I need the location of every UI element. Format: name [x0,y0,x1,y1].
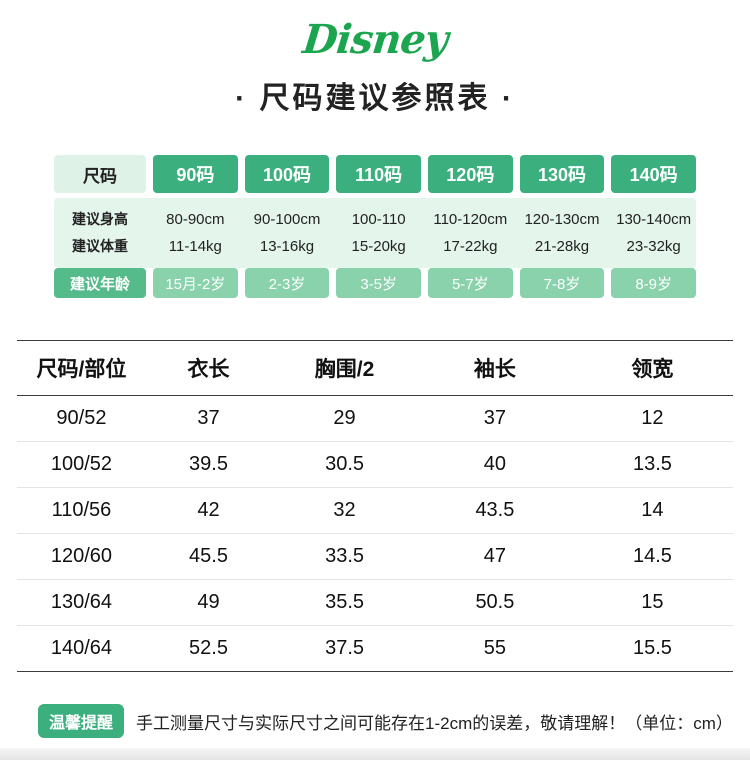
height-weight-labels: 建议身高 建议体重 [54,198,146,268]
column-header: 领宽 [631,358,674,381]
age-value: 8-9岁 [611,268,696,298]
measure-cell: 55 [483,637,507,659]
measure-cell: 39.5 [189,453,228,475]
table-row: 110/56 42 32 43.5 14 [17,488,733,534]
height-value: 110-120cm [433,211,508,228]
measure-table-body: 90/52 37 29 37 12 100/52 39.5 30.5 40 13.5 110/56 4… [17,396,733,671]
weight-value: 11-14kg [168,238,222,255]
height-weight-values: 80-90cm 11-14kg [153,198,238,268]
size-recommendation-table: 尺码 90码 100码 110码 120码 130码 140码 建议身高 建议体… [54,155,696,298]
measure-cell: 130/64 [50,591,113,613]
measure-cell: 37.5 [325,637,365,659]
weight-value: 15-20kg [351,238,406,255]
measure-cell: 15 [641,591,664,613]
height-value: 130-140cm [616,211,692,228]
column-header: 袖长 [473,358,516,381]
reminder-text: 手工测量尺寸与实际尺寸之间可能存在1-2cm的误差，敬请理解！（单位：cm） [136,713,733,733]
age-value: 2-3岁 [244,268,330,298]
column-header: 胸围/2 [314,358,375,381]
measure-cell: 29 [333,407,356,429]
measurement-header-row: 尺码/部位 衣长 胸围/2 袖长 领宽 [17,341,733,396]
column-header: 尺码/部位 [36,358,127,381]
size-column-header: 90码 [153,155,238,193]
height-weight-values: 130-140cm 23-32kg [611,198,696,268]
weight-value: 17-22kg [443,238,498,255]
height-label: 建议身高 [72,211,128,227]
age-value: 7-8岁 [519,268,605,298]
age-value: 5-7岁 [427,268,513,298]
height-weight-values: 100-110 15-20kg [336,198,421,268]
height-value: 100-110 [351,211,406,228]
size-header-row: 尺码 90码 100码 110码 120码 130码 140码 [54,155,696,193]
measure-cell: 43.5 [475,499,515,521]
measure-cell: 110/56 [51,499,112,521]
measure-cell: 35.5 [325,591,365,613]
height-weight-band: 建议身高 建议体重 80-90cm 11-14kg 90-100cm 13-16… [54,198,696,268]
measure-cell: 49 [197,591,220,613]
measure-cell: 40 [483,453,507,475]
weight-value: 23-32kg [626,238,681,255]
measure-cell: 15.5 [632,637,672,659]
height-weight-values: 90-100cm 13-16kg [245,198,330,268]
measure-cell: 42 [197,499,220,521]
measure-cell: 52.5 [189,637,228,659]
disney-logo: Disney [300,16,450,63]
table-row: 120/60 45.5 33.5 47 14.5 [17,534,733,580]
height-weight-values: 120-130cm 21-28kg [520,198,605,268]
size-column-header: 130码 [519,155,605,193]
weight-value: 13-16kg [259,238,315,255]
age-row: 建议年龄 15月-2岁 2-3岁 3-5岁 5-7岁 7-8岁 8-9岁 [54,268,696,298]
measure-cell: 120/60 [50,545,113,567]
weight-label: 建议体重 [72,238,128,254]
footer-note: 温馨提醒 手工测量尺寸与实际尺寸之间可能存在1-2cm的误差，敬请理解！（单位：… [38,704,750,738]
column-header: 衣长 [187,358,230,381]
measure-cell: 45.5 [189,545,228,567]
reminder-badge: 温馨提醒 [38,704,125,738]
measure-cell: 140/64 [50,637,113,659]
age-value: 3-5岁 [336,268,421,298]
measure-cell: 100/52 [50,453,113,475]
weight-value: 21-28kg [534,238,590,255]
height-weight-values: 110-120cm 17-22kg [428,198,513,268]
table-row: 140/64 52.5 37.5 55 15.5 [17,626,733,671]
page-bottom-strip [0,748,750,760]
table-row: 100/52 39.5 30.5 40 13.5 [17,442,733,488]
measure-cell: 14.5 [632,545,672,567]
measure-cell: 37 [483,407,507,429]
table-row: 130/64 49 35.5 50.5 15 [17,580,733,626]
measure-cell: 50.5 [475,591,515,613]
size-column-header: 140码 [611,155,696,193]
page-title: · 尺码建议参照表 · [235,82,515,115]
size-corner-label: 尺码 [54,155,146,193]
measure-cell: 90/52 [56,407,107,429]
table-row: 90/52 37 29 37 12 [17,396,733,442]
measure-cell: 37 [197,407,220,429]
measure-cell: 12 [641,407,664,429]
measure-cell: 47 [483,545,507,567]
age-label: 建议年龄 [54,268,146,298]
height-value: 80-90cm [166,211,225,228]
measure-cell: 13.5 [632,453,672,475]
measurement-table: 尺码/部位 衣长 胸围/2 袖长 领宽 90/52 37 29 37 12 100/52 3… [17,340,733,672]
size-column-header: 110码 [336,155,421,193]
size-column-header: 120码 [427,155,513,193]
brand-header: Disney [0,0,750,63]
measure-cell: 33.5 [325,545,365,567]
height-value: 120-130cm [524,211,600,228]
measure-cell: 32 [333,499,356,521]
height-value: 90-100cm [253,211,321,228]
measure-cell: 14 [641,499,664,521]
age-value: 15月-2岁 [153,268,238,298]
size-column-header: 100码 [244,155,330,193]
measure-cell: 30.5 [325,453,365,475]
